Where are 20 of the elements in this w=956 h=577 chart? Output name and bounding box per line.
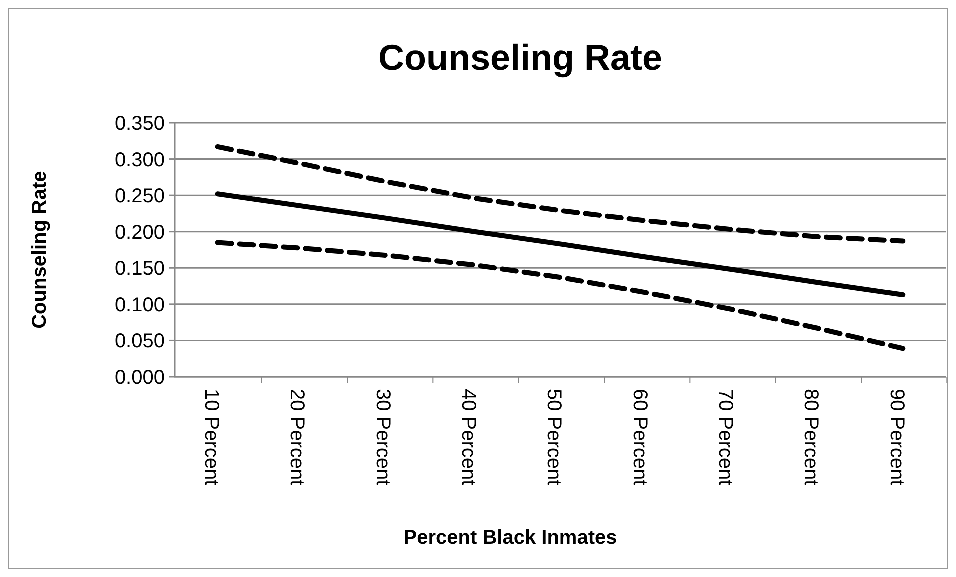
x-axis-title: Percent Black Inmates	[404, 527, 618, 549]
x-tick-label: 10 Percent	[200, 389, 223, 486]
x-tick-label: 40 Percent	[458, 389, 480, 486]
y-tick-label: 0.350	[114, 113, 165, 135]
x-tick-label: 50 Percent	[543, 389, 566, 486]
y-tick-label: 0.100	[114, 294, 165, 316]
x-tick-label: 80 Percent	[800, 389, 822, 486]
y-tick-label: 0.050	[114, 330, 165, 353]
y-tick-label: 0.150	[114, 258, 165, 280]
y-tick-label: 0.000	[114, 367, 165, 389]
x-tick-label: 20 Percent	[286, 389, 308, 486]
x-tick-label: 70 Percent	[714, 389, 737, 486]
x-tick-label: 30 Percent	[372, 389, 394, 486]
y-tick-label: 0.200	[114, 222, 165, 244]
chart-title: Counseling Rate	[378, 37, 663, 78]
y-tick-label: 0.300	[114, 149, 165, 172]
y-axis-title: Counseling Rate	[29, 171, 51, 329]
y-tick-label: 0.250	[114, 186, 165, 208]
x-tick-label: 60 Percent	[628, 389, 651, 486]
x-tick-label: 90 Percent	[886, 389, 908, 486]
